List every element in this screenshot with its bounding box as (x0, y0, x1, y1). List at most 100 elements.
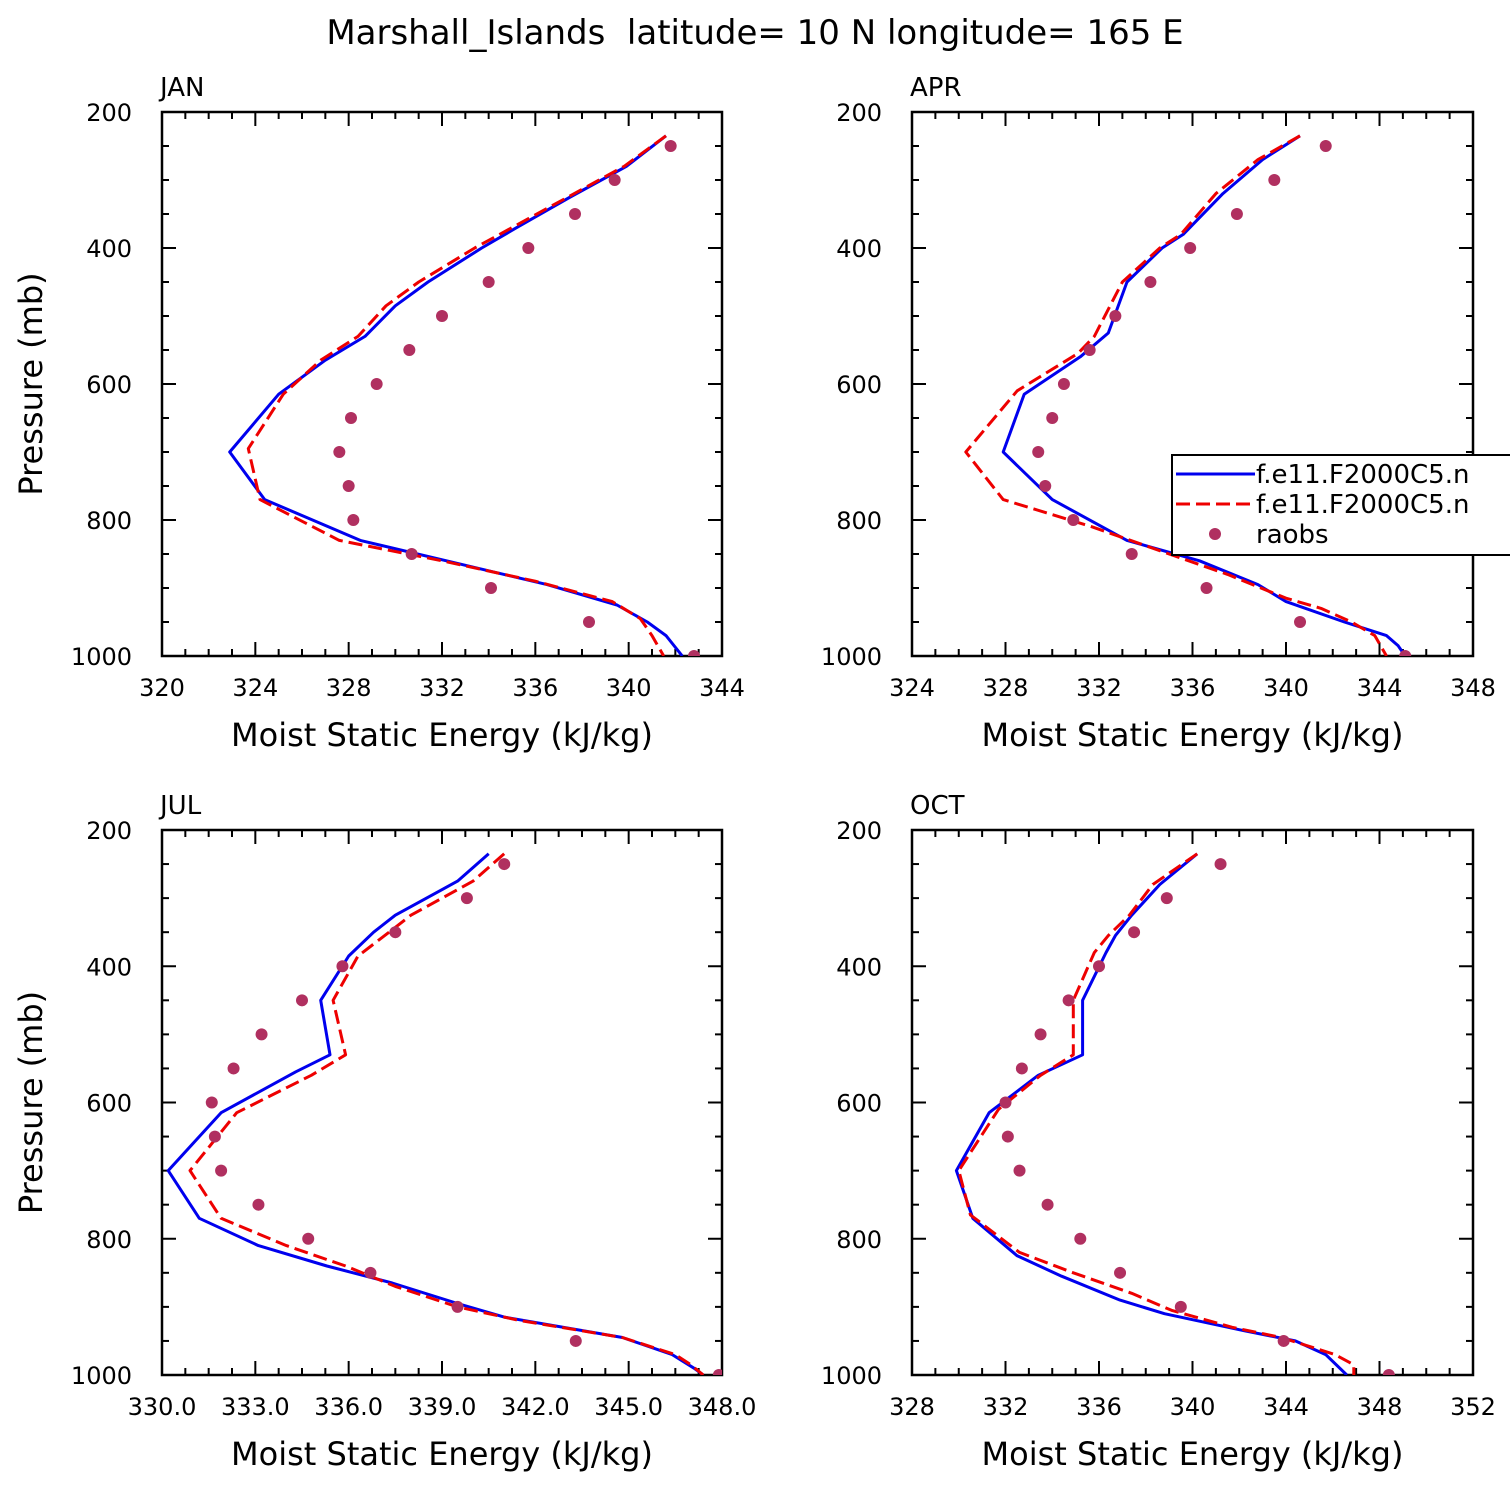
panel-title: APR (910, 73, 962, 103)
panel-title: JAN (158, 73, 204, 103)
raobs-point (1013, 1164, 1026, 1177)
y-tick-label: 400 (836, 235, 882, 263)
raobs-point (1319, 140, 1332, 152)
raobs-point (522, 242, 535, 254)
y-tick-label: 1000 (71, 1362, 132, 1390)
model2-line (964, 134, 1388, 656)
raobs-point (252, 1198, 265, 1211)
x-tick-label: 328 (889, 1393, 935, 1421)
raobs-point (608, 174, 621, 186)
raobs-point (1200, 582, 1213, 594)
y-axis-label: Pressure (mb) (12, 991, 50, 1214)
raobs-point (205, 1096, 218, 1109)
x-tick-label: 336 (1076, 1393, 1122, 1421)
x-tick-label: 344 (699, 674, 745, 702)
raobs-point (1144, 276, 1157, 288)
raobs-point (1268, 174, 1281, 186)
raobs-point (208, 1130, 221, 1143)
y-tick-label: 1000 (821, 1362, 882, 1390)
raobs-point (485, 582, 497, 594)
panel-jul: 330.0 333.0 336.0 339.0 342.0 345.0 348.0 200 40… (12, 791, 756, 1473)
raobs-point (999, 1096, 1012, 1109)
x-tick-label: 344 (1263, 1393, 1309, 1421)
y-tick-label: 1000 (821, 643, 882, 671)
raobs-point (405, 548, 418, 560)
raobs-point (342, 480, 355, 492)
x-tick-label: 348.0 (688, 1393, 757, 1421)
raobs-point (227, 1062, 240, 1075)
y-tick-label: 200 (86, 817, 132, 845)
plot-frame (910, 828, 1475, 1377)
raobs-point (451, 1300, 464, 1313)
legend-label: f.e11.F2000C5.n (1256, 460, 1469, 490)
model1-line (1001, 134, 1407, 656)
plot-frame (160, 828, 724, 1377)
x-tick-label: 348 (1450, 674, 1496, 702)
raobs-point (1294, 616, 1307, 628)
raobs-point (1125, 548, 1138, 560)
x-tick-label: 348 (1357, 1393, 1403, 1421)
raobs-point (498, 858, 511, 871)
data-area (954, 852, 1395, 1375)
x-tick-label: 340 (1263, 674, 1309, 702)
x-axis-label: Moist Static Energy (kJ/kg) (231, 1435, 653, 1473)
panel-oct: 328 332 336 340 344 348 352 200 400 600 800 1000 OCT… (821, 791, 1496, 1473)
y-tick-label: 800 (86, 1226, 132, 1254)
x-axis-label: Moist Static Energy (kJ/kg) (982, 716, 1404, 754)
y-tick-label: 200 (836, 817, 882, 845)
model2-line (188, 852, 705, 1375)
raobs-point (1034, 1028, 1047, 1041)
x-tick-label: 328 (983, 674, 1029, 702)
raobs-point (1062, 994, 1075, 1007)
x-axis-label: Moist Static Energy (kJ/kg) (231, 716, 653, 754)
y-tick-label: 800 (836, 507, 882, 535)
raobs-point (255, 1028, 268, 1041)
raobs-point (1015, 1062, 1028, 1075)
raobs-point (1277, 1334, 1290, 1347)
raobs-point (569, 208, 581, 220)
model2-line (957, 852, 1356, 1375)
model1-line (954, 852, 1348, 1375)
y-tick-label: 600 (836, 371, 882, 399)
raobs-point (1001, 1130, 1014, 1143)
data-area (228, 134, 700, 656)
raobs-point (1046, 412, 1059, 424)
raobs-point (364, 1266, 377, 1279)
data-area (964, 134, 1412, 656)
raobs-point (1230, 208, 1243, 220)
raobs-point (1160, 892, 1173, 905)
raobs-point (1083, 344, 1096, 356)
x-tick-label: 324 (232, 674, 278, 702)
x-tick-label: 320 (139, 674, 185, 702)
y-tick-label: 400 (836, 953, 882, 981)
x-tick-label: 344 (1357, 674, 1403, 702)
raobs-point (370, 378, 383, 390)
x-tick-label: 340 (1170, 1393, 1216, 1421)
legend-label: raobs (1256, 520, 1329, 550)
y-tick-label: 600 (86, 1090, 132, 1118)
raobs-point (389, 926, 402, 939)
x-tick-label: 332 (419, 674, 465, 702)
raobs-point (403, 344, 416, 356)
raobs-point (347, 514, 360, 526)
raobs-point (688, 650, 700, 656)
y-tick-label: 600 (836, 1090, 882, 1118)
raobs-point (1399, 650, 1412, 656)
raobs-point (1214, 858, 1227, 871)
x-tick-label: 352 (1450, 1393, 1496, 1421)
data-area (166, 852, 722, 1375)
raobs-point (333, 446, 346, 458)
x-tick-label: 336 (512, 674, 558, 702)
x-tick-label: 328 (326, 674, 372, 702)
x-axis-label: Moist Static Energy (kJ/kg) (982, 1435, 1404, 1473)
x-tick-label: 332 (1076, 674, 1122, 702)
raobs-point (1174, 1300, 1187, 1313)
raobs-point (1114, 1266, 1127, 1279)
raobs-point (1109, 310, 1122, 322)
figure-title: Marshall_Islands latitude= 10 N longitud… (326, 13, 1183, 53)
panel-title: OCT (910, 791, 965, 821)
x-tick-label: 330.0 (128, 1393, 197, 1421)
raobs-point (1074, 1232, 1087, 1245)
y-tick-label: 600 (86, 371, 132, 399)
